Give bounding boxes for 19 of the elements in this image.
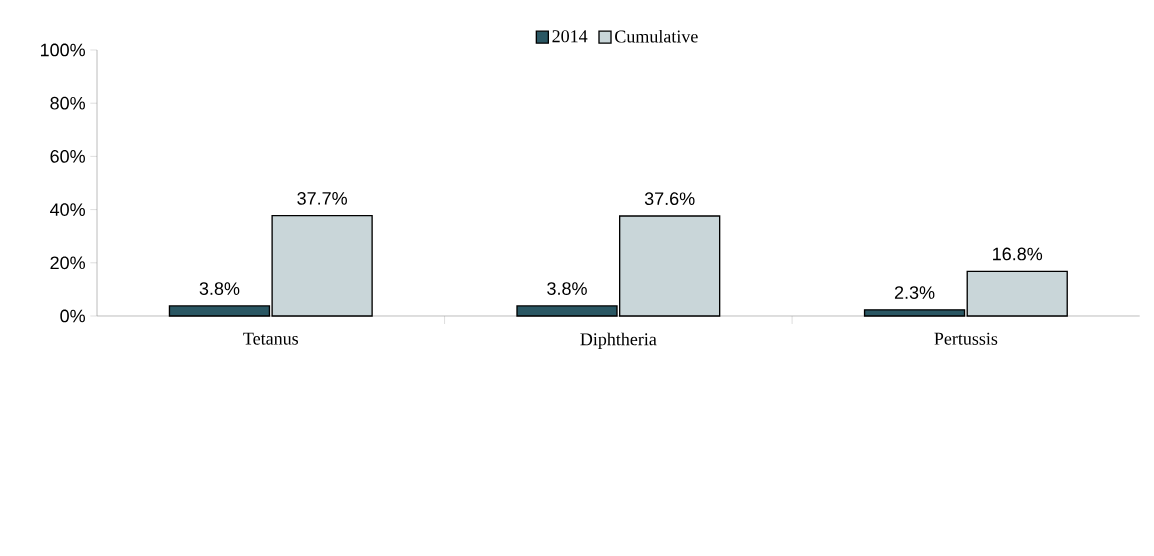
- x-tick-label: Tetanus: [243, 332, 299, 345]
- x-tick-label: Pertussis: [934, 332, 998, 345]
- y-tick-label: 60%: [50, 150, 85, 163]
- y-tick-label: 100%: [40, 43, 85, 57]
- legend-label: Cumulative: [615, 29, 698, 43]
- data-label: 2.3%: [894, 286, 935, 299]
- data-label: 37.7%: [297, 192, 347, 205]
- data-label: 3.8%: [199, 282, 240, 295]
- x-tick-label: Diphtheria: [580, 332, 657, 350]
- data-label: 37.6%: [644, 192, 695, 206]
- bar: [966, 270, 1068, 317]
- y-tick-label: 20%: [50, 256, 85, 270]
- data-label: 16.8%: [993, 247, 1043, 261]
- data-label: 3.8%: [547, 282, 587, 295]
- y-tick-label: 0%: [60, 309, 85, 323]
- bar: [863, 309, 966, 317]
- y-tick-label: 80%: [50, 96, 85, 110]
- y-tick-label: 40%: [50, 203, 85, 216]
- legend-label: 2014: [552, 30, 588, 43]
